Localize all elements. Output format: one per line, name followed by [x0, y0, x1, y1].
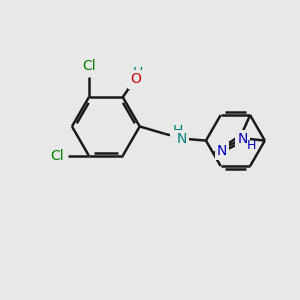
Text: O: O [130, 73, 141, 86]
Text: N: N [237, 132, 247, 146]
Text: N: N [176, 132, 187, 146]
Text: Cl: Cl [82, 59, 96, 73]
Text: H: H [247, 140, 256, 152]
Text: H: H [132, 66, 143, 80]
Text: Cl: Cl [50, 149, 64, 163]
Text: H: H [172, 124, 183, 138]
Text: N: N [217, 144, 227, 158]
